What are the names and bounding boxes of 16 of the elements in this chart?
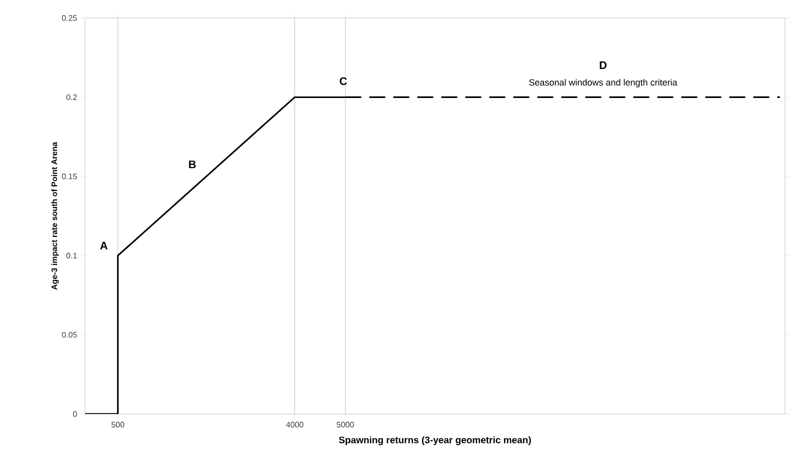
x-tick-label: 4000 xyxy=(286,422,304,428)
x-axis-title: Spawning returns (3-year geometric mean) xyxy=(338,436,531,446)
x-tick-label: 500 xyxy=(112,422,124,428)
y-tick-label: 0.25 xyxy=(62,15,77,21)
annotation: Seasonal windows and length criteria xyxy=(529,78,678,88)
x-tick-label: 5000 xyxy=(336,422,354,428)
annotation: B xyxy=(189,160,196,168)
y-tick-label: 0.2 xyxy=(66,94,77,100)
y-tick-label: 0.15 xyxy=(62,174,77,180)
annotation: D xyxy=(600,61,607,69)
y-axis-title: Age-3 impact rate south of Point Arena xyxy=(51,142,59,290)
y-tick-label: 0 xyxy=(73,411,77,417)
y-tick-label: 0.1 xyxy=(66,252,77,258)
annotation: A xyxy=(100,242,108,250)
y-tick-label: 0.05 xyxy=(62,332,77,338)
annotation: C xyxy=(340,77,347,86)
